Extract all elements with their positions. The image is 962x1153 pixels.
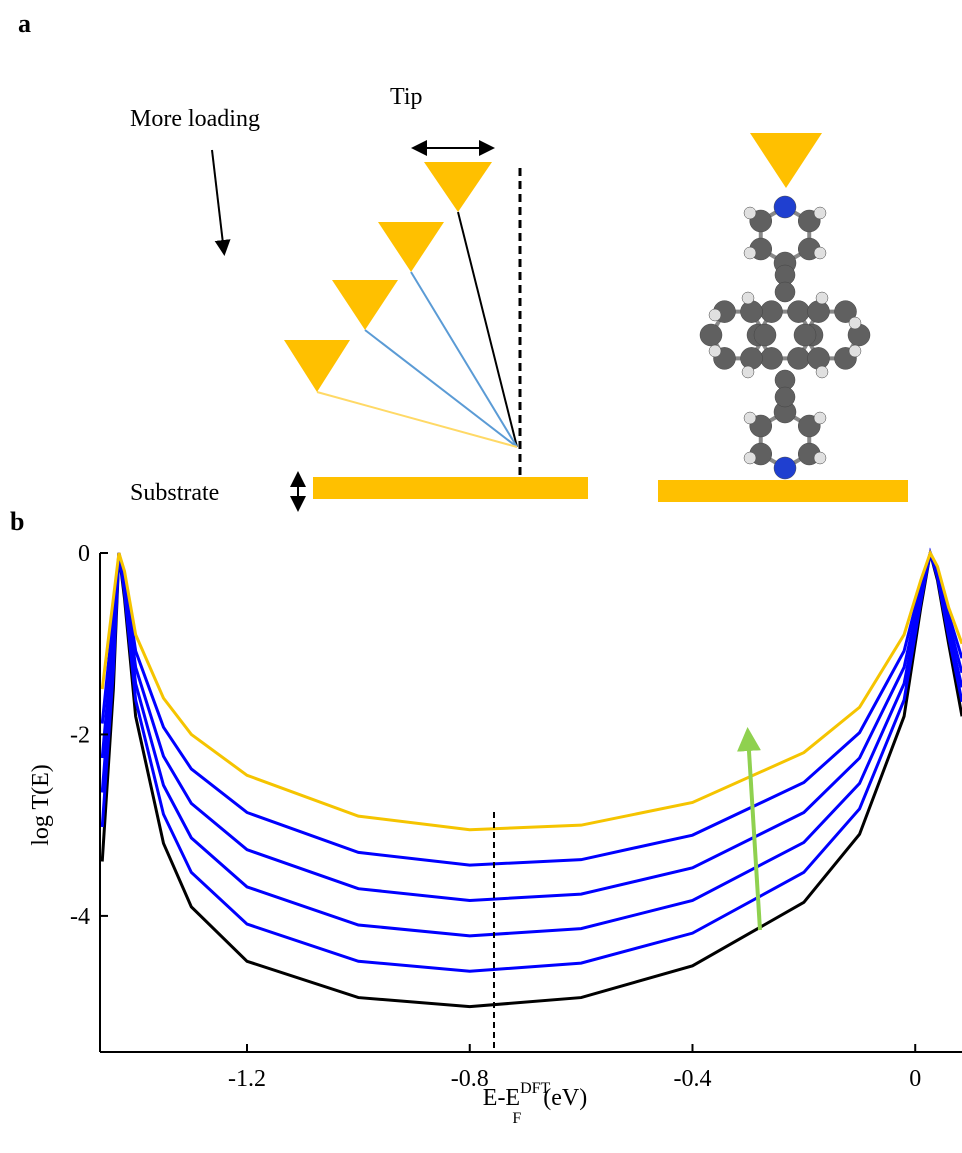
atom [743,411,757,425]
series-line [100,547,962,938]
tip-line [364,329,518,448]
atom [807,347,830,370]
atom [815,291,829,305]
atom [740,300,763,323]
atom [773,195,797,219]
substrate-label: Substrate [130,480,219,506]
tip-triangle [424,162,492,212]
x-label-base: E-E [483,1085,520,1111]
atom [743,451,757,465]
panel-label: a [18,9,31,38]
atom [815,365,829,379]
atom [740,347,763,370]
series-line [100,548,962,867]
atom [741,291,755,305]
atom [787,347,810,370]
series-line [100,552,962,1009]
trend-arrow [737,727,762,931]
y-axis-label: log T(E) [28,764,54,846]
atom [848,316,862,330]
x-label-sup: DFT [520,1080,550,1097]
tips [284,133,822,392]
substrate [313,477,588,499]
atom [813,206,827,220]
atom [813,246,827,260]
panel-b: b log T(E) E-EDFT F (eV) [10,507,962,1127]
x-tick-label: -0.4 [673,1066,711,1092]
series-line [100,547,962,902]
atom [813,451,827,465]
plot-area [100,547,962,1009]
x-tick-label: 0 [909,1066,921,1092]
tip-triangle [284,340,350,392]
tip-triangle [378,222,444,272]
x-label-unit: (eV) [543,1085,587,1111]
loading-label: More loading [130,106,260,132]
atom [774,281,796,303]
atom [813,411,827,425]
tip-line [316,391,518,448]
atom [741,365,755,379]
atom [753,323,777,347]
atom [834,300,857,323]
atom [743,246,757,260]
y-tick-label: -4 [70,904,90,930]
atom [708,308,722,322]
x-tick-label: -1.2 [228,1066,266,1092]
atom [793,323,817,347]
atom [699,323,723,347]
x-label-sub: F [512,1110,521,1127]
atom [774,386,796,408]
atom [743,206,757,220]
tip-triangle [332,280,398,330]
atom [708,344,722,358]
x-axis-label: E-EDFT F (eV) [483,1080,587,1127]
atom [760,300,783,323]
x-tick-label: -0.8 [451,1066,489,1092]
y-tick-label: -2 [70,722,90,748]
molecule [699,195,871,480]
tip-line [410,271,518,448]
atom [807,300,830,323]
loading-arrow [211,149,231,256]
atom [787,300,810,323]
tip-label: Tip [390,84,422,110]
tip-line [457,211,518,448]
y-tick-label: 0 [78,541,90,567]
atom [773,456,797,480]
panel-a: a More loading Tip Substrate [18,9,908,512]
substrate [658,480,908,502]
atom [760,347,783,370]
atom [848,344,862,358]
tip-triangle [750,133,822,188]
panel-label: b [10,507,24,536]
series-line [100,549,962,832]
